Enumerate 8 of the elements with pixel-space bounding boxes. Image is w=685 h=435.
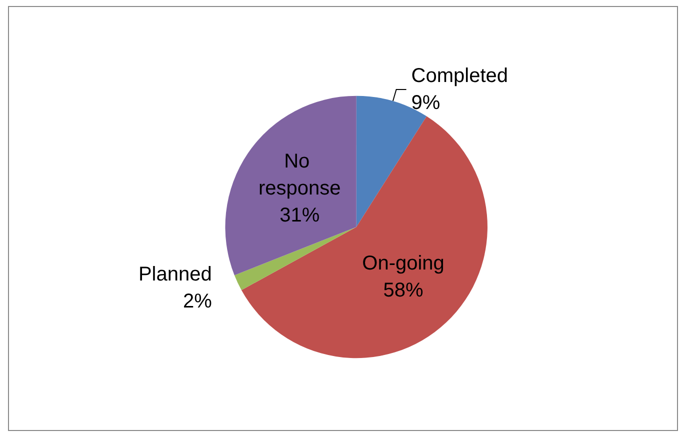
data-label: 31% [280, 204, 320, 226]
slice-label: Planned [138, 263, 212, 286]
slice-label: Completed [411, 65, 508, 88]
slice-label: On-going [362, 252, 444, 274]
data-label: 58% [383, 279, 424, 302]
slice-label: No response [258, 150, 341, 200]
data-label: 2% [182, 290, 212, 312]
data-label: 9% [411, 92, 440, 114]
